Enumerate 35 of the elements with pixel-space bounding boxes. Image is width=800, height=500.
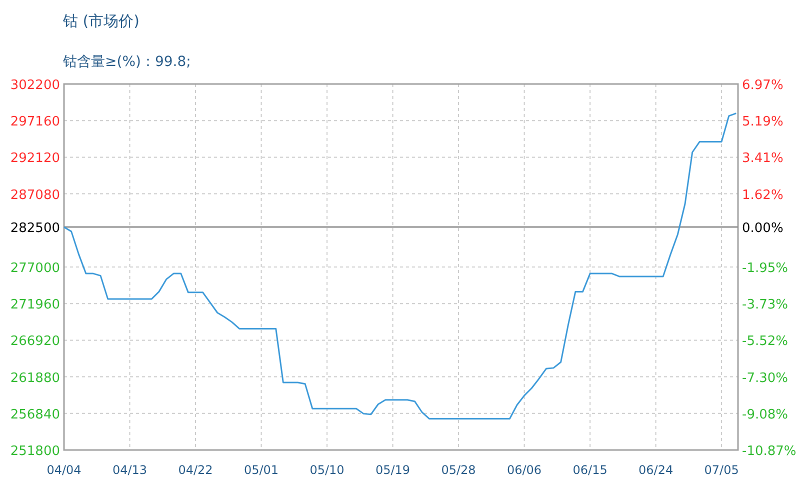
y2-tick-label: -10.87% bbox=[742, 444, 796, 459]
x-tick-label: 05/10 bbox=[310, 463, 344, 477]
y-tick-label: 282500 bbox=[10, 221, 60, 236]
y-tick-label: 277000 bbox=[10, 261, 60, 276]
y2-tick-label: 3.41% bbox=[742, 151, 784, 166]
y-tick-label: 251800 bbox=[10, 444, 60, 459]
x-tick-label: 04/22 bbox=[178, 463, 213, 477]
y2-tick-label: -3.73% bbox=[742, 298, 788, 313]
x-tick-label: 07/05 bbox=[704, 463, 739, 477]
x-tick-label: 04/13 bbox=[112, 463, 148, 477]
y-tick-label: 266920 bbox=[10, 334, 60, 350]
y2-tick-label: -5.52% bbox=[742, 334, 788, 350]
y-tick-label: 302200 bbox=[10, 78, 60, 93]
y-tick-label: 261880 bbox=[10, 370, 60, 386]
x-tick-label: 06/24 bbox=[638, 463, 674, 477]
y2-tick-label: -1.95% bbox=[742, 261, 788, 276]
x-tick-label: 06/15 bbox=[572, 463, 608, 477]
y-tick-label: 256840 bbox=[10, 407, 60, 422]
y2-tick-label: 5.19% bbox=[742, 114, 784, 130]
y2-tick-label: -7.30% bbox=[742, 370, 788, 386]
y2-tick-label: 1.62% bbox=[742, 188, 784, 203]
y2-tick-label: 6.97% bbox=[742, 78, 784, 93]
x-tick-label: 05/28 bbox=[441, 463, 476, 477]
y2-tick-label: -9.08% bbox=[742, 407, 788, 422]
x-tick-label: 06/06 bbox=[506, 463, 542, 477]
x-tick-label: 04/04 bbox=[46, 463, 82, 477]
title: 钴 (市场价) 钴含量≥(%)：99.8; bbox=[63, 12, 191, 70]
y-tick-label: 287080 bbox=[10, 188, 60, 203]
y-tick-label: 297160 bbox=[10, 114, 60, 130]
y-tick-label: 271960 bbox=[10, 298, 60, 313]
x-tick-label: 05/19 bbox=[375, 463, 410, 477]
x-tick-label: 05/01 bbox=[244, 463, 279, 477]
y-tick-label: 292120 bbox=[10, 151, 60, 166]
line-series bbox=[63, 112, 737, 420]
y2-tick-label: 0.00% bbox=[742, 220, 784, 236]
